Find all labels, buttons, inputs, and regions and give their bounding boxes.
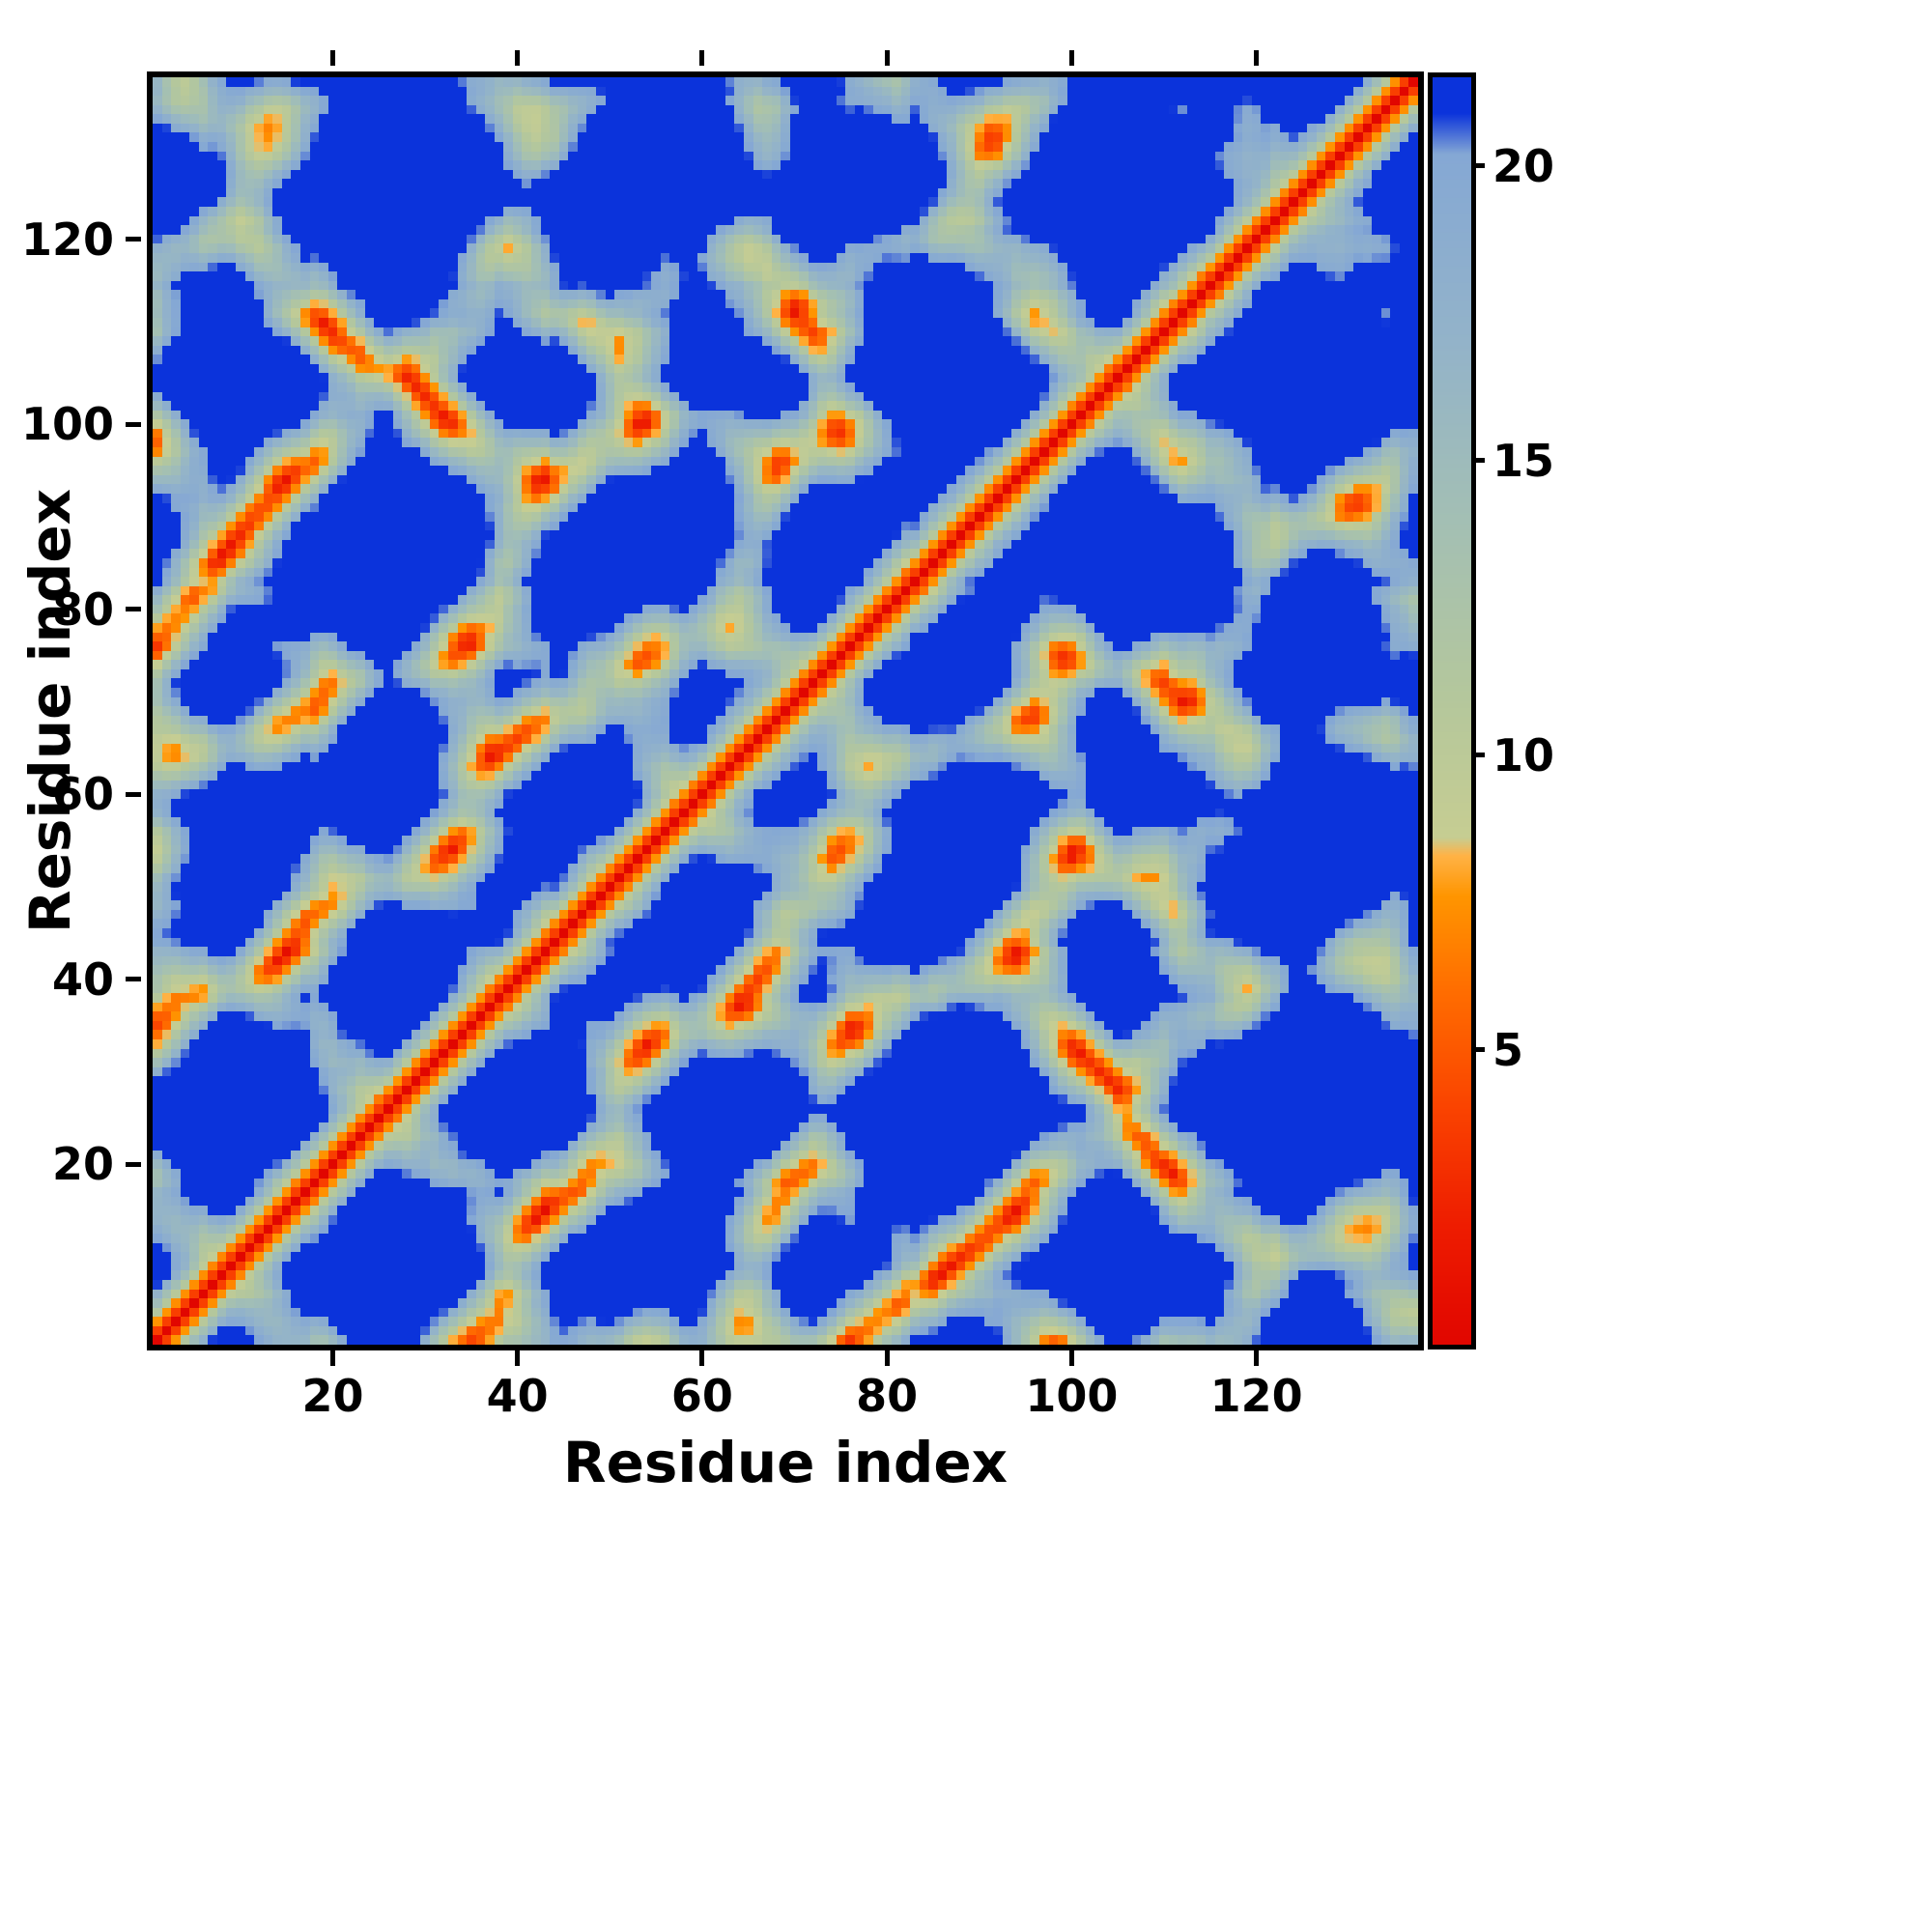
y-tick-mark-left [126, 421, 141, 427]
colorbar-canvas [1433, 77, 1471, 1345]
colorbar-tick-label: 5 [1492, 1023, 1524, 1076]
x-tick-mark-top [1254, 50, 1260, 66]
x-tick-label: 100 [1025, 1370, 1119, 1422]
colorbar-tick-mark [1471, 163, 1485, 169]
x-tick-mark-bottom [515, 1350, 521, 1366]
x-tick-mark-top [515, 50, 521, 66]
x-tick-mark-bottom [699, 1350, 705, 1366]
colorbar-tick-label: 15 [1492, 434, 1555, 487]
y-tick-mark-left [126, 237, 141, 242]
x-tick-mark-top [329, 50, 335, 66]
x-tick-label: 40 [486, 1370, 549, 1422]
colorbar-tick-mark [1471, 1047, 1485, 1053]
x-tick-label: 120 [1209, 1370, 1303, 1422]
x-tick-mark-top [884, 50, 890, 66]
x-tick-mark-top [699, 50, 705, 66]
y-tick-label: 80 [51, 582, 114, 636]
colorbar-tick-mark [1471, 753, 1485, 758]
heatmap-canvas [153, 77, 1418, 1345]
x-tick-label: 60 [670, 1370, 733, 1422]
y-tick-mark-left [126, 607, 141, 612]
colorbar-tick-label: 20 [1492, 139, 1555, 192]
y-tick-mark-left [126, 977, 141, 982]
x-tick-mark-bottom [1068, 1350, 1074, 1366]
y-tick-label: 20 [51, 1138, 114, 1191]
y-tick-label: 120 [20, 213, 114, 266]
y-tick-mark-left [126, 791, 141, 797]
y-tick-label: 60 [51, 768, 114, 821]
x-axis-label: Residue index [562, 1430, 1009, 1495]
x-tick-mark-bottom [329, 1350, 335, 1366]
y-tick-label: 40 [51, 952, 114, 1006]
x-tick-mark-top [1068, 50, 1074, 66]
x-tick-label: 80 [856, 1370, 919, 1422]
y-axis-label: Residue index [17, 488, 83, 934]
colorbar-tick-mark [1471, 458, 1485, 464]
y-tick-mark-left [126, 1161, 141, 1167]
x-tick-mark-bottom [1254, 1350, 1260, 1366]
x-tick-label: 20 [301, 1370, 364, 1422]
y-tick-label: 100 [20, 398, 114, 451]
colorbar-tick-label: 10 [1492, 728, 1555, 781]
x-tick-mark-bottom [884, 1350, 890, 1366]
